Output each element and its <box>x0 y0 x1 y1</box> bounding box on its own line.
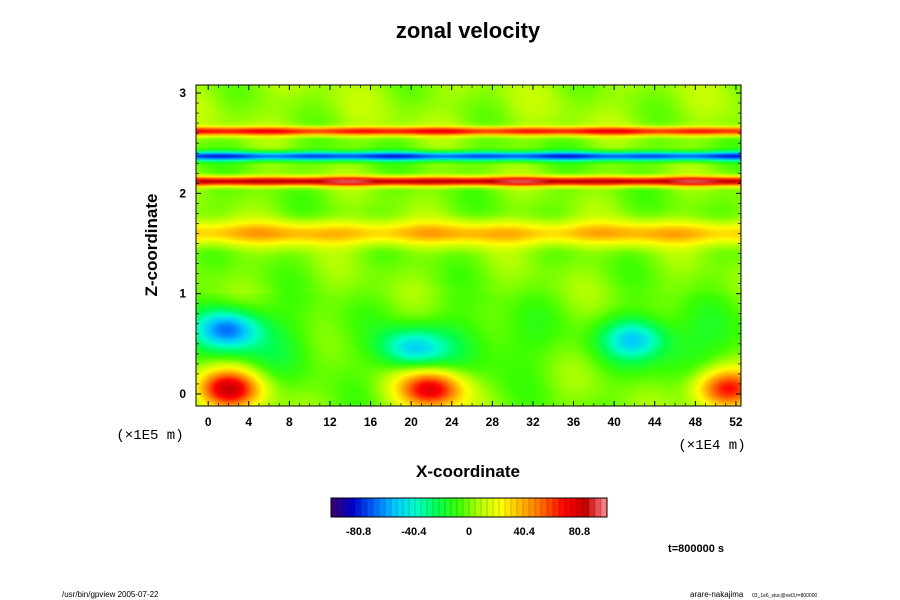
x-tick-label: 24 <box>445 415 459 429</box>
colorbar-ticks: -80.8 -40.4 0 40.4 80.8 <box>336 498 602 538</box>
plot-frame <box>195 84 742 407</box>
y-axis-label: Z-coordinate <box>142 194 161 297</box>
x-tick-label: 32 <box>526 415 540 429</box>
colorbar-frame <box>330 497 608 518</box>
colorbar-tick-label: 80.8 <box>569 526 590 538</box>
y-tick-label: 3 <box>179 86 186 100</box>
colorbar: -80.8 -40.4 0 40.4 80.8 <box>330 497 608 538</box>
x-tick-label: 36 <box>567 415 581 429</box>
time-stamp: t=800000 s <box>668 543 724 555</box>
y-tick-label: 0 <box>179 387 186 401</box>
y-axis: 0 1 2 3 <box>179 86 741 401</box>
colorbar-tick-label: 40.4 <box>513 526 535 538</box>
x-tick-label: 16 <box>364 415 378 429</box>
x-tick-label: 8 <box>286 415 293 429</box>
x-tick-label: 48 <box>689 415 703 429</box>
x-tick-label: 20 <box>404 415 418 429</box>
footer-right-sub: 03_1e6_stuc@vel3,t=800000 <box>752 593 817 599</box>
footer-right-main: arare-nakajima <box>690 590 744 599</box>
chart-title: zonal velocity <box>396 18 541 43</box>
x-tick-label: 52 <box>729 415 743 429</box>
x-tick-label: 12 <box>323 415 337 429</box>
heatmap-field <box>196 85 741 406</box>
x-tick-label: 28 <box>486 415 500 429</box>
x-unit-label: (×1E4 m) <box>678 438 745 454</box>
x-axis: 0 4 8 12 16 20 24 28 32 36 40 44 48 52 <box>205 85 743 429</box>
x-tick-label: 0 <box>205 415 212 429</box>
colorbar-gradient <box>331 498 607 517</box>
x-tick-label: 44 <box>648 415 662 429</box>
colorbar-tick-label: -40.4 <box>401 526 427 538</box>
x-axis-label: X-coordinate <box>416 462 520 481</box>
x-tick-label: 4 <box>245 415 252 429</box>
footer-left: /usr/bin/gpview 2005-07-22 <box>62 590 159 599</box>
plot-area <box>195 84 742 407</box>
y-tick-label: 2 <box>179 186 186 200</box>
colorbar-tick-label: -80.8 <box>346 526 371 538</box>
y-tick-label: 1 <box>179 287 186 301</box>
colorbar-tick-label: 0 <box>466 526 472 538</box>
x-tick-label: 40 <box>607 415 621 429</box>
y-unit-label: (×1E5 m) <box>116 428 183 444</box>
